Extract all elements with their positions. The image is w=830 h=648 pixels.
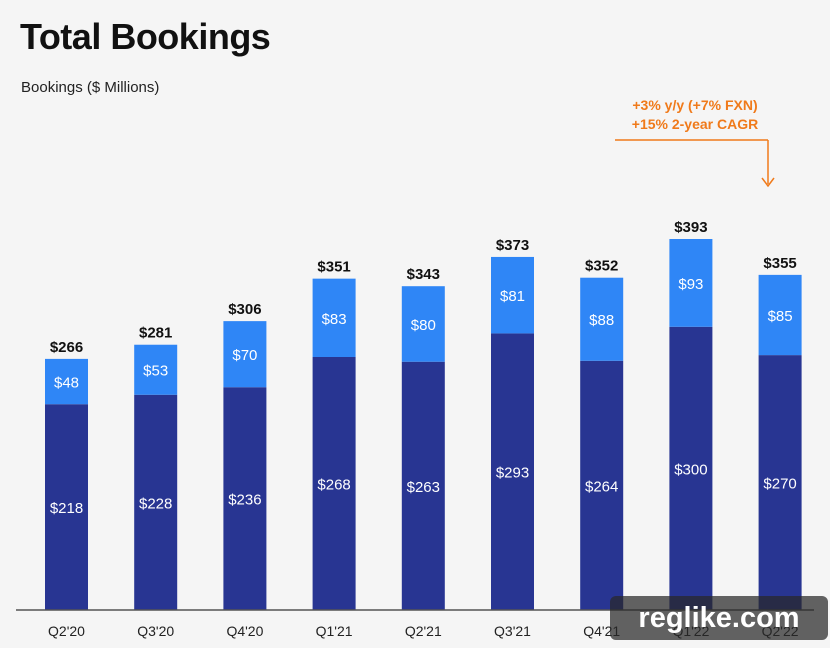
bars-group bbox=[45, 239, 802, 610]
bar-bottom-5 bbox=[491, 333, 534, 610]
bar-bottom-8 bbox=[758, 355, 802, 610]
bottom-value-label-2: $236 bbox=[228, 492, 261, 509]
annotation-arrow bbox=[615, 139, 775, 188]
bottom-value-label-5: $293 bbox=[496, 465, 529, 482]
bar-top-6 bbox=[580, 277, 624, 361]
bottom-value-label-6: $264 bbox=[585, 478, 618, 495]
labels-group: $218 $48 $266 $228 $53 $281 $236 $70 $306 $268 $83… bbox=[50, 219, 797, 517]
bar-bottom-1 bbox=[134, 394, 178, 610]
x-tick-label-0: Q2'20 bbox=[48, 623, 85, 639]
total-value-label-7: $393 bbox=[674, 219, 707, 236]
total-value-label-0: $266 bbox=[50, 339, 83, 356]
total-value-label-6: $352 bbox=[585, 258, 618, 275]
bar-bottom-7 bbox=[669, 326, 713, 610]
bottom-value-label-3: $268 bbox=[317, 477, 350, 494]
bar-bottom-3 bbox=[312, 357, 356, 610]
growth-annotation: +3% y/y (+7% FXN) +15% 2-year CAGR bbox=[600, 96, 790, 134]
bar-top-8 bbox=[758, 274, 802, 356]
annotation-line-2: +15% 2-year CAGR bbox=[631, 116, 759, 132]
top-value-label-4: $80 bbox=[411, 317, 436, 334]
total-value-label-1: $281 bbox=[139, 325, 172, 342]
total-value-label-2: $306 bbox=[228, 301, 261, 318]
bar-top-5 bbox=[491, 256, 534, 334]
x-tick-label-1: Q3'20 bbox=[137, 623, 174, 639]
bottom-value-label-1: $228 bbox=[139, 495, 172, 512]
bottom-value-label-0: $218 bbox=[50, 500, 83, 517]
total-value-label-3: $351 bbox=[317, 259, 350, 276]
bar-top-0 bbox=[45, 358, 88, 405]
bar-bottom-4 bbox=[401, 361, 445, 610]
y-axis-label: Bookings ($ Millions) bbox=[21, 79, 160, 96]
x-tick-label-3: Q1'21 bbox=[316, 623, 353, 639]
top-value-label-8: $85 bbox=[768, 308, 793, 325]
annotation-line-1: +3% y/y (+7% FXN) bbox=[632, 97, 758, 113]
total-value-label-5: $373 bbox=[496, 237, 529, 254]
bar-bottom-2 bbox=[223, 387, 267, 610]
top-value-label-7: $93 bbox=[678, 276, 703, 293]
bar-top-7 bbox=[669, 239, 713, 327]
bar-top-2 bbox=[223, 321, 267, 388]
bar-bottom-0 bbox=[45, 404, 88, 610]
bottom-value-label-7: $300 bbox=[674, 461, 707, 478]
top-value-label-1: $53 bbox=[143, 363, 168, 380]
bottom-value-label-4: $263 bbox=[407, 479, 440, 496]
top-value-label-6: $88 bbox=[589, 312, 614, 329]
bar-bottom-6 bbox=[580, 360, 624, 610]
chart-title: Total Bookings bbox=[20, 16, 271, 57]
top-value-label-3: $83 bbox=[322, 311, 347, 328]
bar-top-1 bbox=[134, 344, 178, 395]
top-value-label-5: $81 bbox=[500, 288, 525, 305]
x-tick-label-2: Q4'20 bbox=[226, 623, 263, 639]
bar-top-4 bbox=[401, 286, 445, 362]
total-value-label-4: $343 bbox=[407, 266, 440, 283]
total-value-label-8: $355 bbox=[763, 255, 796, 272]
x-tick-label-4: Q2'21 bbox=[405, 623, 442, 639]
watermark-logo: reglike.com bbox=[610, 596, 828, 640]
bottom-value-label-8: $270 bbox=[763, 476, 796, 493]
top-value-label-0: $48 bbox=[54, 375, 79, 392]
top-value-label-2: $70 bbox=[232, 347, 257, 364]
arrow-head-icon bbox=[761, 177, 775, 188]
bar-top-3 bbox=[312, 278, 356, 358]
x-tick-label-5: Q3'21 bbox=[494, 623, 531, 639]
